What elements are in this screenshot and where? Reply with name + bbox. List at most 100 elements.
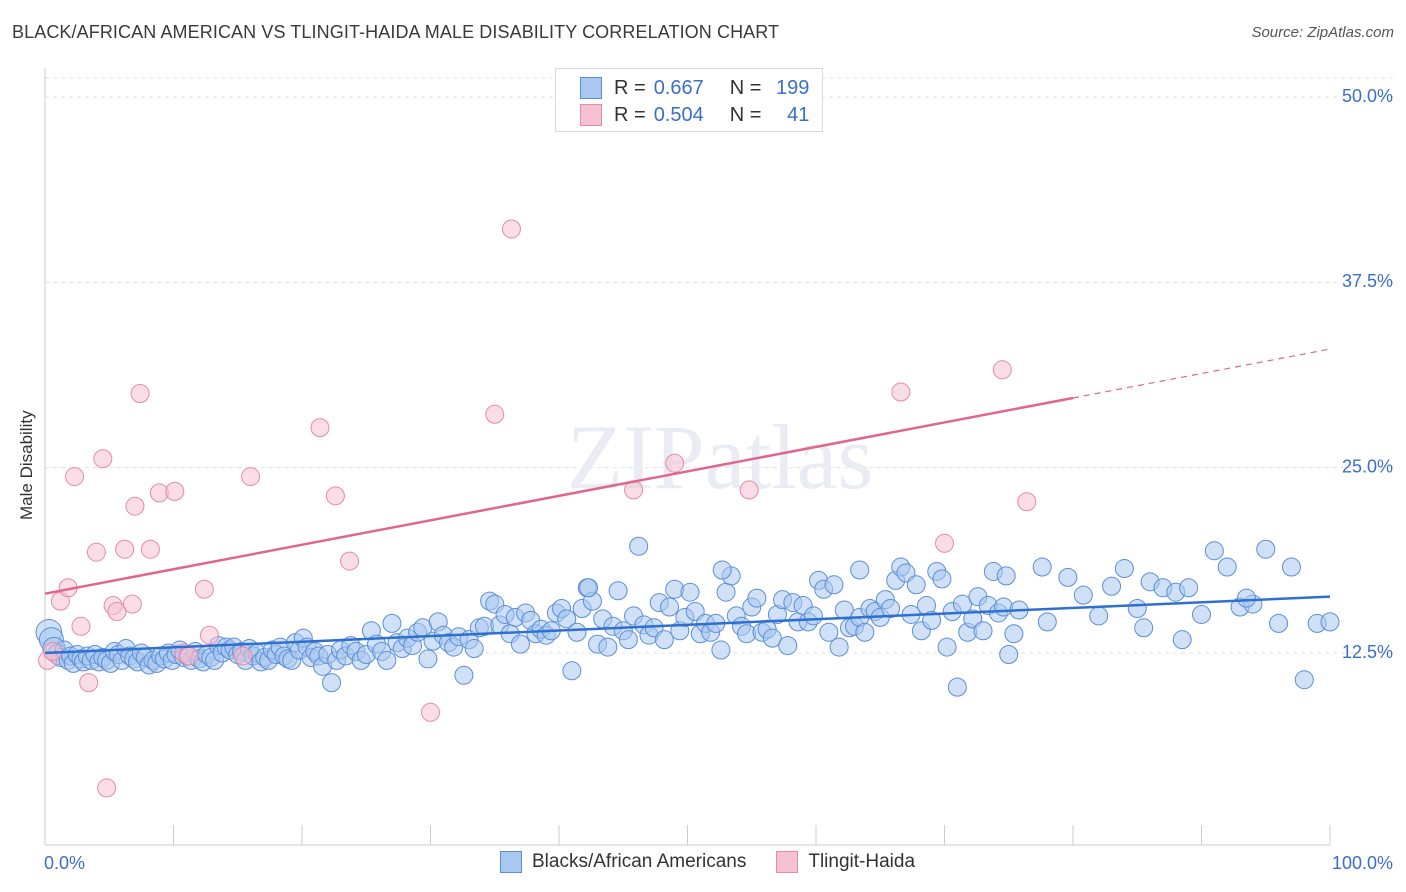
- stats-row-blue: R = 0.667 N = 199: [580, 75, 809, 101]
- pink-point: [199, 625, 219, 645]
- blue-point: [464, 639, 484, 659]
- pink-point: [891, 382, 911, 402]
- pink-point: [665, 453, 685, 473]
- r-value: 0.667: [653, 76, 704, 99]
- series-tlingit-points: [38, 219, 1037, 798]
- blue-point: [1294, 670, 1314, 690]
- n-value: 199: [776, 76, 810, 99]
- trend-line-tlingit: [44, 396, 1074, 595]
- blue-point: [557, 609, 577, 629]
- blue-point: [1134, 618, 1154, 638]
- blue-point: [1032, 557, 1052, 577]
- r-value: 0.504: [653, 103, 704, 126]
- blue-point: [1236, 588, 1256, 608]
- blue-point: [932, 569, 952, 589]
- pink-point: [86, 542, 106, 562]
- y-tick-label: 12.5%: [1342, 642, 1393, 662]
- watermark: ZIPatlas: [567, 406, 874, 508]
- axes: [44, 68, 1331, 846]
- blue-point: [382, 613, 402, 633]
- pink-point: [340, 551, 360, 571]
- y-tick-labels: 12.5% 25.0% 37.5% 50.0%: [1342, 86, 1393, 662]
- blue-swatch: [500, 851, 522, 873]
- blue-point: [803, 606, 823, 626]
- pink-point: [421, 702, 440, 722]
- blue-point: [660, 597, 680, 617]
- pink-point: [165, 481, 185, 501]
- trend-line-tlingit-extension: [1072, 348, 1331, 399]
- blue-point: [1192, 604, 1211, 624]
- pink-point: [115, 539, 135, 559]
- blue-point: [711, 640, 731, 660]
- pink-point: [325, 486, 345, 506]
- trend-line-blacks: [44, 595, 1331, 655]
- blue-point: [829, 637, 849, 657]
- blue-point: [1269, 613, 1289, 633]
- blue-point: [824, 575, 844, 595]
- blue-point: [598, 637, 618, 657]
- pink-point: [179, 646, 199, 666]
- chart-title: BLACK/AFRICAN AMERICAN VS TLINGIT-HAIDA …: [12, 22, 780, 42]
- blue-point: [665, 579, 685, 599]
- n-value: 41: [787, 103, 810, 126]
- source-label: Source: ZipAtlas.com: [1251, 24, 1394, 41]
- y-tick-label: 25.0%: [1342, 456, 1393, 476]
- r-label: R =: [614, 76, 646, 99]
- pink-point: [130, 384, 150, 404]
- pink-swatch: [580, 104, 602, 126]
- blue-point: [712, 560, 732, 580]
- pink-point: [194, 579, 214, 599]
- pink-point: [935, 533, 954, 553]
- blue-point: [937, 637, 957, 657]
- n-label: N =: [729, 76, 762, 99]
- legend-item-tlingit[interactable]: Tlingit-Haida: [776, 851, 915, 873]
- x-tick-labels: 0.0% 100.0%: [44, 853, 1393, 873]
- blue-point: [1281, 557, 1301, 577]
- blue-point: [680, 582, 700, 602]
- blue-point: [994, 597, 1014, 617]
- stats-row-pink: R = 0.504 N = 41: [580, 102, 809, 128]
- blue-point: [629, 536, 649, 556]
- blue-point: [1114, 558, 1134, 578]
- pink-point: [485, 404, 505, 424]
- blue-point: [454, 665, 474, 685]
- blue-point: [855, 622, 875, 642]
- blue-point: [510, 634, 530, 654]
- blue-point: [999, 644, 1019, 664]
- pink-point: [71, 616, 91, 636]
- legend-item-blacks[interactable]: Blacks/African Americans: [500, 851, 746, 873]
- blue-point: [418, 649, 438, 669]
- blue-point: [716, 582, 736, 602]
- blue-point: [1217, 557, 1237, 577]
- stats-legend: R = 0.667 N = 199 R = 0.504 N = 41: [555, 68, 823, 132]
- blue-point: [1204, 541, 1224, 561]
- r-label: R =: [614, 103, 646, 126]
- blue-swatch: [580, 77, 602, 99]
- blue-point: [579, 578, 599, 598]
- pink-point: [992, 360, 1012, 380]
- x-tick-label: 100.0%: [1332, 853, 1393, 873]
- blue-point: [850, 560, 870, 580]
- blue-point: [1004, 624, 1024, 644]
- blue-point: [947, 677, 967, 697]
- pink-point: [140, 539, 160, 559]
- pink-point: [501, 219, 521, 239]
- blue-point: [608, 581, 628, 601]
- blue-point: [973, 621, 993, 641]
- pink-point: [241, 467, 261, 487]
- blue-point: [819, 622, 839, 642]
- pink-point: [65, 467, 85, 487]
- pink-swatch: [776, 851, 799, 873]
- blue-point: [747, 588, 767, 608]
- blue-point: [654, 630, 674, 650]
- pink-point: [125, 496, 145, 516]
- blue-point: [996, 566, 1016, 586]
- blue-point: [322, 673, 342, 693]
- pink-point: [107, 601, 127, 621]
- blue-point: [567, 622, 587, 642]
- y-tick-label: 37.5%: [1342, 271, 1393, 291]
- blue-point: [922, 610, 942, 630]
- blue-point: [1172, 630, 1192, 650]
- blue-point: [618, 630, 638, 650]
